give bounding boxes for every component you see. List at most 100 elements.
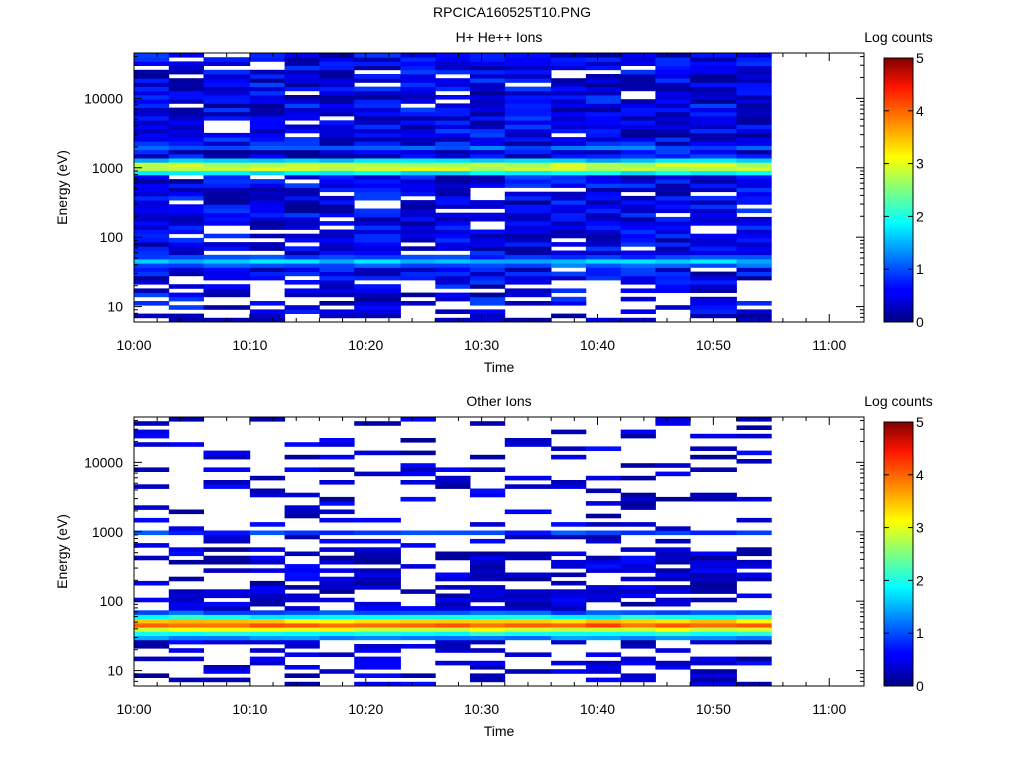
spectrogram-cell — [249, 627, 286, 632]
spectrogram-cell — [168, 170, 204, 176]
spectrogram-cell — [319, 589, 355, 594]
spectrogram-cell — [736, 216, 772, 222]
spectrogram-cell — [249, 317, 286, 323]
spectrogram-cell — [504, 61, 552, 66]
spectrogram-cell — [585, 665, 622, 670]
spectrogram-cell — [203, 233, 251, 239]
spectrogram-cell — [551, 57, 587, 62]
spectrogram-cell — [354, 107, 401, 113]
spectrogram-cell — [585, 259, 622, 264]
spectrogram-cell — [585, 263, 622, 268]
spectrogram-cell — [134, 614, 170, 620]
spectrogram-cell — [354, 99, 401, 104]
spectrogram-cell — [354, 141, 401, 146]
spectrogram-cell — [284, 103, 320, 108]
spectrogram-cell — [354, 601, 401, 607]
spectrogram-cell — [319, 517, 355, 523]
spectrogram-cell — [435, 111, 471, 117]
spectrogram-cell — [319, 259, 355, 264]
spectrogram-cell — [284, 107, 320, 113]
spectrogram-cell — [319, 132, 355, 138]
spectrogram-cell — [354, 284, 401, 289]
spectrogram-cell — [354, 61, 401, 66]
spectrogram-cell — [736, 137, 772, 142]
spectrogram-cell — [354, 267, 401, 272]
spectrogram-cell — [319, 162, 355, 167]
spectrogram-cell — [203, 589, 251, 594]
spectrogram-cell — [585, 216, 622, 222]
spectrogram-cell — [134, 301, 170, 306]
spectrogram-cell — [655, 65, 691, 71]
spectrogram-cell — [354, 74, 401, 79]
spectrogram-cell — [504, 593, 552, 599]
spectrogram-cell — [620, 547, 656, 552]
spectrogram-cell — [655, 74, 691, 79]
spectrogram-cell — [249, 191, 286, 197]
spectrogram-cell — [620, 635, 656, 641]
spectrogram-cell — [319, 141, 355, 146]
spectrogram-cell — [551, 618, 587, 624]
spectrogram-cell — [168, 187, 204, 193]
spectrogram-cell — [470, 551, 506, 557]
spectrogram-cell — [400, 467, 436, 472]
spectrogram-cell — [620, 317, 656, 323]
spectrogram-cell — [354, 90, 401, 96]
spectrogram-cell — [203, 216, 251, 222]
spectrogram-cell — [504, 292, 552, 298]
spectrogram-cell — [504, 141, 552, 146]
spectrogram-cells — [134, 53, 772, 323]
spectrogram-cell — [203, 162, 251, 167]
spectrogram-cell — [504, 78, 552, 83]
spectrogram-cell — [585, 166, 622, 172]
spectrogram-cell — [585, 538, 622, 544]
spectrogram-cell — [400, 614, 436, 620]
spectrogram-cell — [134, 313, 170, 319]
spectrogram-cell — [319, 158, 355, 163]
spectrogram-cell — [736, 263, 772, 268]
spectrogram-cell — [400, 69, 436, 75]
spectrogram-cell — [400, 271, 436, 277]
spectrogram-cell — [736, 158, 772, 163]
spectrogram-cell — [319, 145, 355, 151]
spectrogram-cell — [319, 652, 355, 657]
spectrogram-cell — [470, 284, 506, 289]
x-tick-label: 10:20 — [348, 337, 383, 353]
spectrogram-cell — [690, 162, 737, 167]
spectrogram-cell — [319, 78, 355, 83]
spectrogram-cell — [470, 530, 506, 536]
spectrogram-cell — [435, 317, 471, 323]
spectrogram-cell — [319, 246, 355, 251]
spectrogram-cell — [400, 681, 436, 687]
spectrogram-cell — [134, 212, 170, 218]
spectrogram-cell — [400, 200, 436, 205]
spectrogram-cell — [620, 208, 656, 214]
spectrogram-cell — [134, 580, 170, 586]
spectrogram-cell — [551, 183, 587, 188]
spectrogram-cell — [203, 606, 251, 611]
spectrogram-cell — [470, 267, 506, 272]
spectrogram-cell — [620, 69, 656, 75]
x-tick-label: 11:00 — [812, 701, 846, 717]
spectrogram-cell — [400, 673, 436, 678]
spectrogram-cell — [249, 475, 286, 481]
spectrogram-cell — [284, 288, 320, 293]
spectrogram-cell — [655, 421, 691, 426]
spectrogram-cell — [168, 648, 204, 653]
spectrogram-cell — [620, 271, 656, 277]
spectrogram-cell — [470, 564, 506, 569]
spectrogram-cell — [354, 471, 401, 477]
spectrogram-cell — [585, 74, 622, 79]
spectrogram-cell — [134, 275, 170, 281]
spectrogram-cell — [736, 660, 772, 666]
spectrogram-cell — [655, 208, 691, 214]
spectrogram-cell — [134, 280, 170, 285]
spectrogram-cell — [354, 78, 401, 83]
spectrogram-cell — [168, 601, 204, 607]
spectrogram-cell — [249, 246, 286, 251]
spectrogram-cell — [585, 669, 622, 674]
spectrogram-cell — [504, 162, 552, 167]
page-title: RPCICA160525T10.PNG — [433, 4, 591, 20]
spectrogram-cell — [284, 280, 320, 285]
spectrogram-cell — [249, 103, 286, 108]
spectrogram-cell — [551, 128, 587, 134]
